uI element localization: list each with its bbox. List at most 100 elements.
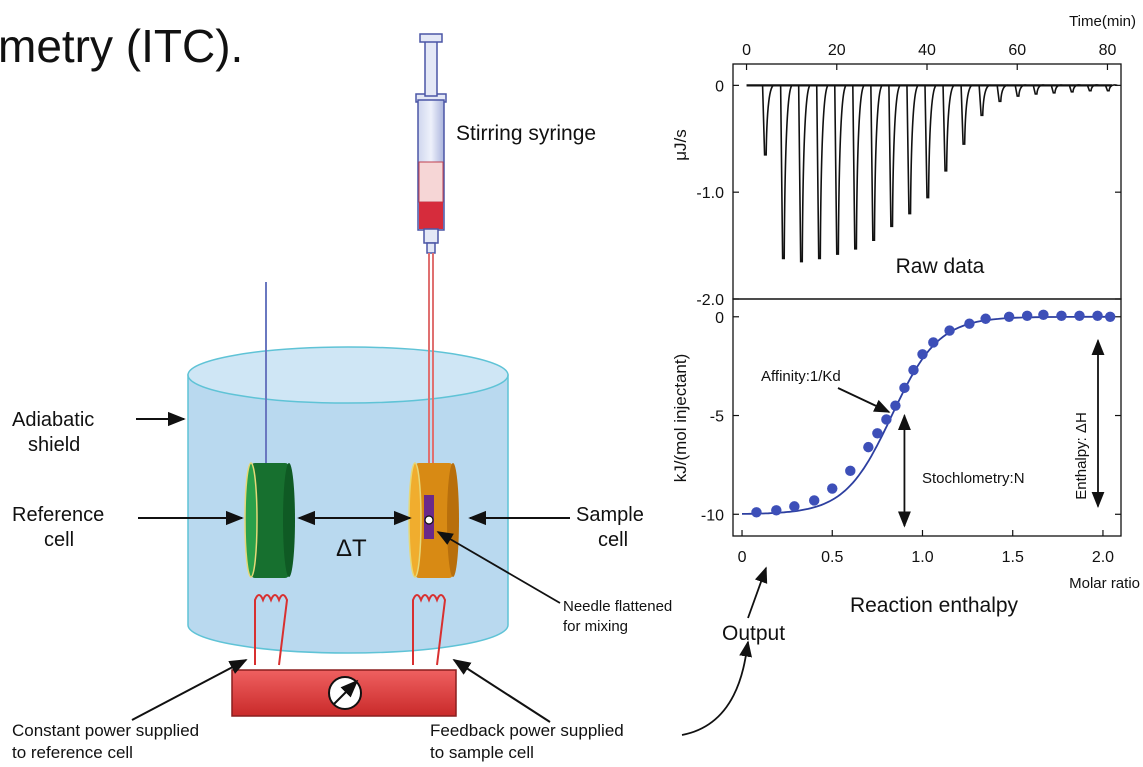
enthalpy-data-point <box>863 441 874 453</box>
output-label: Output <box>722 622 785 645</box>
enthalpy-x-tick-label: 2.0 <box>1092 549 1114 566</box>
enthalpy-data-point <box>917 349 928 360</box>
adiabatic-shield <box>187 346 509 654</box>
feedback-power-line-1: Feedback power supplied <box>430 721 624 740</box>
raw-injection-peak <box>888 84 902 228</box>
raw-injection-peak <box>960 84 974 145</box>
raw-x-tick-label: 0 <box>742 42 751 59</box>
stirring-syringe-label: Stirring syringe <box>456 122 596 145</box>
enthalpy-y-tick-label: -10 <box>701 507 724 524</box>
raw-injection-peak <box>924 84 938 199</box>
reference-cell-label: Reference cell <box>12 504 110 551</box>
enthalpy-data-point <box>1092 310 1103 321</box>
raw-x-tick-label: 80 <box>1099 42 1117 59</box>
constant-power-label: Constant power supplied to reference cel… <box>12 721 204 762</box>
enthalpy-data-point <box>1003 311 1015 322</box>
enthalpy-x-tick-label: 1.0 <box>911 549 933 566</box>
raw-injection-peak <box>906 84 920 215</box>
raw-data-chart: 0 20 40 60 80 Time(min) 0 -1.0 -2.0 μJ/s Raw data <box>671 13 1136 309</box>
needle-line-1: Needle flattened <box>563 598 672 615</box>
enthalpy-x-axis-label: Molar ratio <box>1069 575 1140 592</box>
raw-injection-peak <box>1050 84 1064 94</box>
itc-schematic: ΔT Stirring syringe Adiabatic shield Ref… <box>12 33 785 762</box>
raw-x-tick-label: 20 <box>828 42 846 59</box>
delta-t-label: ΔT <box>336 535 367 562</box>
raw-x-axis-label: Time(min) <box>1069 13 1136 30</box>
raw-injection-peak <box>815 84 830 260</box>
raw-y-axis-label: μJ/s <box>671 129 690 161</box>
raw-injection-peak <box>942 84 956 172</box>
enthalpy-data-point <box>980 313 991 324</box>
raw-injection-peak <box>852 84 866 250</box>
affinity-annotation: Affinity:1/Kd <box>761 368 841 385</box>
page-title: metry (ITC). <box>0 20 243 72</box>
feedback-power-arrow <box>452 659 551 723</box>
enthalpy-x-tick-label: 0.5 <box>821 549 843 566</box>
enthalpy-data-point <box>928 337 939 348</box>
raw-injection-peak <box>1068 84 1082 93</box>
enthalpy-y-tick-label: 0 <box>715 310 724 327</box>
heater-wires <box>254 594 447 666</box>
affinity-arrow <box>837 387 891 413</box>
adiabatic-shield-line-2: shield <box>28 434 80 456</box>
enthalpy-chart-frame <box>732 298 1122 537</box>
adiabatic-shield-line-1: Adiabatic <box>12 409 94 431</box>
enthalpy-y-axis-label: kJ/(mol injectant) <box>671 354 690 482</box>
constant-power-line-2: to reference cell <box>12 743 133 762</box>
enthalpy-data-point <box>845 465 856 477</box>
raw-injection-peak <box>978 84 992 117</box>
constant-power-line-1: Constant power supplied <box>12 721 199 740</box>
sample-cell-line-2: cell <box>598 529 628 551</box>
power-supply-box <box>231 669 457 717</box>
enthalpy-y-tick-label: -5 <box>710 409 724 426</box>
enthalpy-data-point <box>890 400 901 411</box>
reference-cell <box>244 462 295 578</box>
raw-injection-peak <box>797 84 812 263</box>
raw-x-tick-label: 40 <box>918 42 936 59</box>
sample-cell-label: Sample cell <box>576 504 649 551</box>
raw-injection-peak <box>779 84 794 260</box>
enthalpy-annotation: Enthalpy: ΔH <box>1073 412 1090 500</box>
raw-injection-peak <box>996 84 1010 103</box>
enthalpy-x-tick-label: 0 <box>738 549 747 566</box>
feedback-power-line-2: to sample cell <box>430 743 534 762</box>
sample-cell <box>408 462 459 578</box>
reference-cell-line-1: Reference <box>12 504 104 526</box>
enthalpy-data-point <box>789 501 800 512</box>
raw-injection-peak <box>833 84 848 255</box>
needle-line-2: for mixing <box>563 618 628 635</box>
enthalpy-data-point <box>1021 310 1033 321</box>
reference-cell-line-2: cell <box>44 529 74 551</box>
raw-y-tick-label: -2.0 <box>696 292 724 309</box>
enthalpy-data-point <box>809 495 820 506</box>
raw-injection-peak <box>870 84 884 242</box>
sample-cell-line-1: Sample <box>576 504 644 526</box>
raw-y-tick-label: 0 <box>715 78 724 95</box>
enthalpy-data-point <box>881 414 892 425</box>
adiabatic-shield-label: Adiabatic shield <box>12 409 100 456</box>
raw-x-tick-label: 60 <box>1008 42 1026 59</box>
raw-injection-peak <box>761 84 775 156</box>
enthalpy-data-point <box>964 318 975 329</box>
enthalpy-data-point <box>1038 309 1049 320</box>
reaction-enthalpy-chart: 0 0.5 1.0 1.5 2.0 Molar ratio Reaction enthalp… <box>671 298 1140 617</box>
enthalpy-caption: Reaction enthalpy <box>850 594 1019 617</box>
enthalpy-data-point <box>827 483 838 494</box>
enthalpy-data-point <box>899 382 910 394</box>
enthalpy-data-point <box>872 428 883 439</box>
enthalpy-x-tick-label: 1.5 <box>1002 549 1024 566</box>
enthalpy-data-point <box>908 364 919 376</box>
needle-label: Needle flattened for mixing <box>563 598 676 635</box>
output-arrow <box>747 566 768 619</box>
stirring-syringe <box>415 33 447 498</box>
enthalpy-data-point <box>1074 310 1085 321</box>
raw-injection-peak <box>1032 84 1046 95</box>
feedback-power-label: Feedback power supplied to sample cell <box>430 721 628 762</box>
raw-injection-peak <box>1086 84 1100 92</box>
enthalpy-data-point <box>751 507 762 518</box>
raw-injection-peak <box>1014 84 1028 97</box>
stoichiometry-annotation: Stochlometry:N <box>922 470 1025 487</box>
needle-arrow <box>436 531 561 604</box>
enthalpy-data-point <box>1104 311 1116 322</box>
